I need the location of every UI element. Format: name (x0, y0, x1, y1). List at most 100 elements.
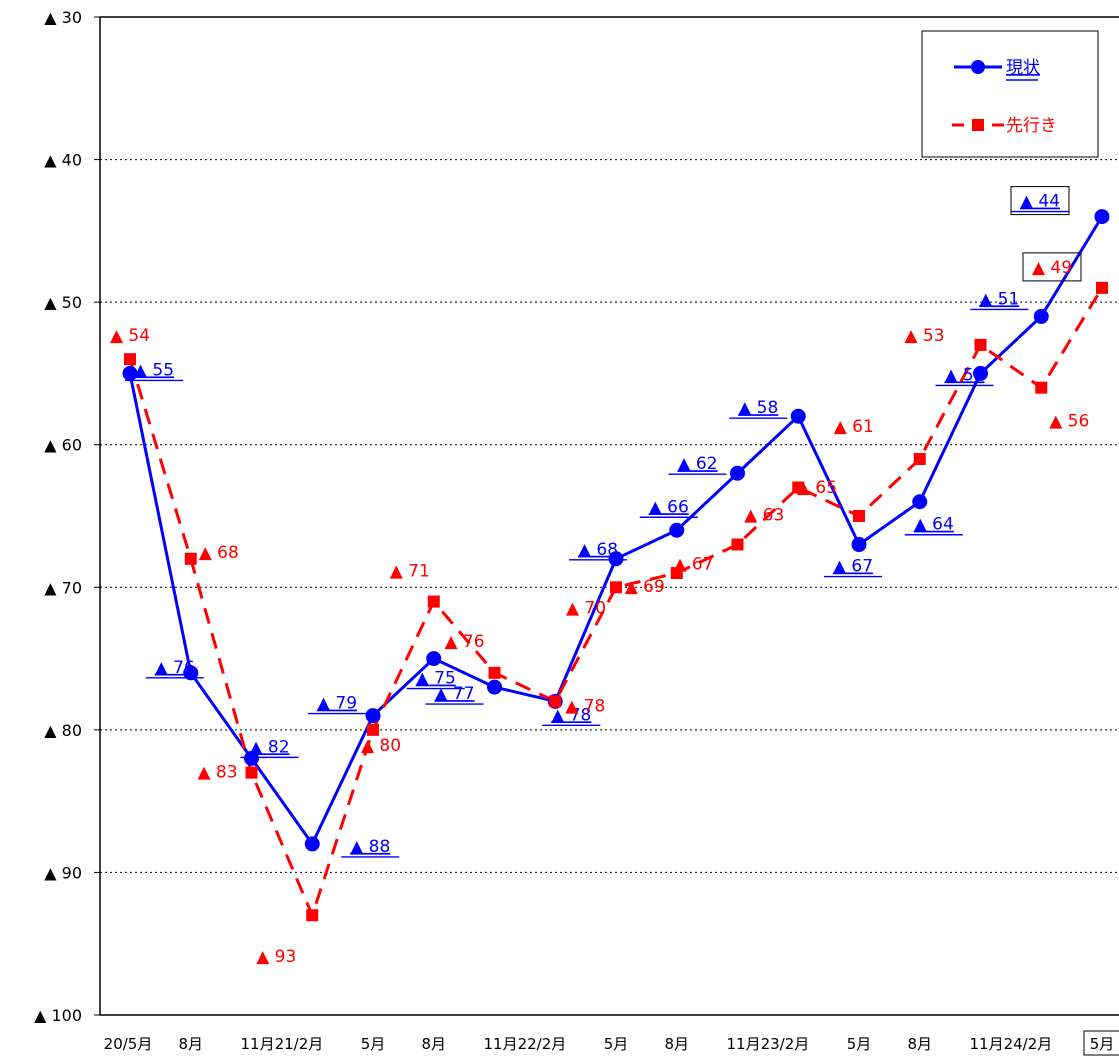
data-label-current: ▲ 55 (944, 365, 984, 385)
point-outlook (549, 695, 562, 708)
point-outlook (670, 567, 683, 580)
data-label-outlook: ▲ 80 (361, 736, 401, 756)
legend-label-outlook: 先行き (1006, 116, 1057, 136)
data-label-outlook: ▲ 78 (565, 696, 605, 716)
data-label-outlook: ▲ 53 (904, 326, 944, 346)
point-current (730, 465, 745, 481)
data-label-outlook: ▲ 93 (256, 947, 296, 967)
point-current (851, 537, 867, 553)
data-label-current: ▲ 78 (551, 705, 591, 725)
legend-marker-outlook (972, 119, 984, 131)
point-outlook (124, 353, 136, 366)
data-label-outlook: ▲ 49 (1032, 258, 1072, 278)
y-axis: ▲ 30 ▲ 40 ▲ 50 ▲ 60 ▲ 70 ▲ 80 ▲ 90 ▲ 100 (34, 8, 100, 1025)
data-label-current: ▲ 58 (738, 398, 778, 418)
data-label-current: ▲ 68 (578, 540, 618, 560)
data-label-outlook: ▲ 70 (566, 598, 606, 618)
data-label-outlook: ▲ 76 (444, 632, 484, 652)
point-outlook (427, 595, 440, 608)
x-tick-label: 5月 (361, 1035, 386, 1053)
x-tick-label: 11月23/2月 (726, 1035, 809, 1053)
x-tick-label: 5月 (604, 1035, 629, 1053)
point-outlook (306, 909, 319, 922)
data-label-current: ▲ 88 (350, 837, 390, 857)
point-outlook (1096, 281, 1108, 294)
point-outlook (184, 552, 197, 565)
point-outlook (792, 481, 805, 494)
point-outlook (853, 510, 865, 522)
point-current (790, 408, 806, 424)
point-outlook (731, 538, 744, 551)
x-tick-label: 5月 (847, 1035, 872, 1053)
point-current (608, 551, 624, 567)
point-outlook (1035, 381, 1048, 394)
point-current (912, 494, 928, 510)
data-label-outlook: ▲ 56 (1049, 412, 1089, 432)
legend-marker-current (971, 60, 985, 74)
x-tick-label: 11月21/2月 (240, 1035, 323, 1053)
y-tick-label: ▲ 90 (44, 863, 82, 882)
point-current (244, 750, 259, 766)
data-label-outlook: ▲ 83 (197, 763, 237, 783)
data-label-current: ▲ 64 (914, 515, 954, 535)
data-label-outlook: ▲ 63 (744, 505, 784, 525)
data-label-outlook: ▲ 69 (625, 577, 665, 597)
data-label-current: ▲ 79 (317, 694, 357, 714)
data-label-outlook: ▲ 71 (390, 562, 430, 582)
point-current (304, 836, 320, 852)
data-label-current: ▲ 44 (1020, 192, 1060, 212)
x-tick-label: 11月24/2月 (969, 1035, 1052, 1053)
series-layer (122, 209, 1110, 922)
data-label-outlook: ▲ 68 (199, 543, 239, 563)
data-label-current: ▲ 67 (833, 557, 873, 577)
x-axis: 20/5月 8月 11月21/2月 5月 8月 11月22/2月 5月 8月 11月23/2月 5… (104, 1030, 1119, 1056)
y-tick-label: ▲ 100 (34, 1006, 82, 1025)
y-tick-label: ▲ 80 (44, 721, 82, 740)
point-current (1033, 308, 1049, 324)
data-labels: ▲ 55 ▲ 76 ▲ 82 ▲ 88 ▲ 79 ▲ 75▲ 77 ▲ 78 ▲ 68 ▲ 66… (110, 186, 1089, 967)
x-tick-label: 20/5月 (104, 1035, 153, 1053)
point-outlook (488, 666, 501, 679)
series-line-outlook (128, 287, 1104, 920)
point-outlook (913, 452, 926, 465)
point-current (183, 665, 199, 681)
legend-box (921, 30, 1099, 158)
plot-area-frame (99, 16, 1119, 1016)
point-outlook (367, 723, 379, 736)
point-outlook (245, 766, 258, 779)
x-tick-highlight-box (1083, 1030, 1119, 1056)
data-label-current: ▲ 75 (416, 669, 456, 689)
point-current (973, 365, 988, 381)
y-tick-label: ▲ 60 (44, 436, 82, 455)
data-label-outlook: ▲ 67 (673, 555, 713, 575)
point-current (669, 522, 685, 538)
data-label-outlook: ▲ 65 (797, 478, 837, 498)
x-tick-label: 8月 (664, 1035, 689, 1053)
point-current (365, 708, 381, 724)
point-current (426, 651, 442, 667)
point-current (122, 365, 138, 381)
data-label-current: ▲ 77 (434, 684, 474, 704)
x-tick-label: 5月 (1090, 1035, 1115, 1053)
y-tick-label: ▲ 70 (44, 578, 82, 597)
data-label-current: ▲ 76 (155, 658, 195, 678)
data-label-current: ▲ 82 (249, 737, 289, 757)
point-current (487, 679, 502, 695)
data-label-highlight-box (1010, 186, 1070, 216)
data-label-outlook: ▲ 61 (834, 417, 874, 437)
point-outlook (974, 338, 987, 351)
x-tick-label: 8月 (178, 1035, 203, 1053)
data-label-current: ▲ 55 (134, 360, 174, 380)
data-label-current: ▲ 51 (979, 289, 1019, 309)
legend-label-current: 現状 (1006, 58, 1040, 78)
point-outlook (610, 581, 622, 594)
x-tick-label: 8月 (421, 1035, 446, 1053)
point-current (1094, 209, 1110, 225)
x-tick-label: 8月 (907, 1035, 932, 1053)
data-label-current: ▲ 66 (649, 497, 689, 517)
y-tick-label: ▲ 30 (44, 8, 82, 27)
x-tick-label: 11月22/2月 (483, 1035, 566, 1053)
y-tick-label: ▲ 50 (44, 293, 82, 312)
